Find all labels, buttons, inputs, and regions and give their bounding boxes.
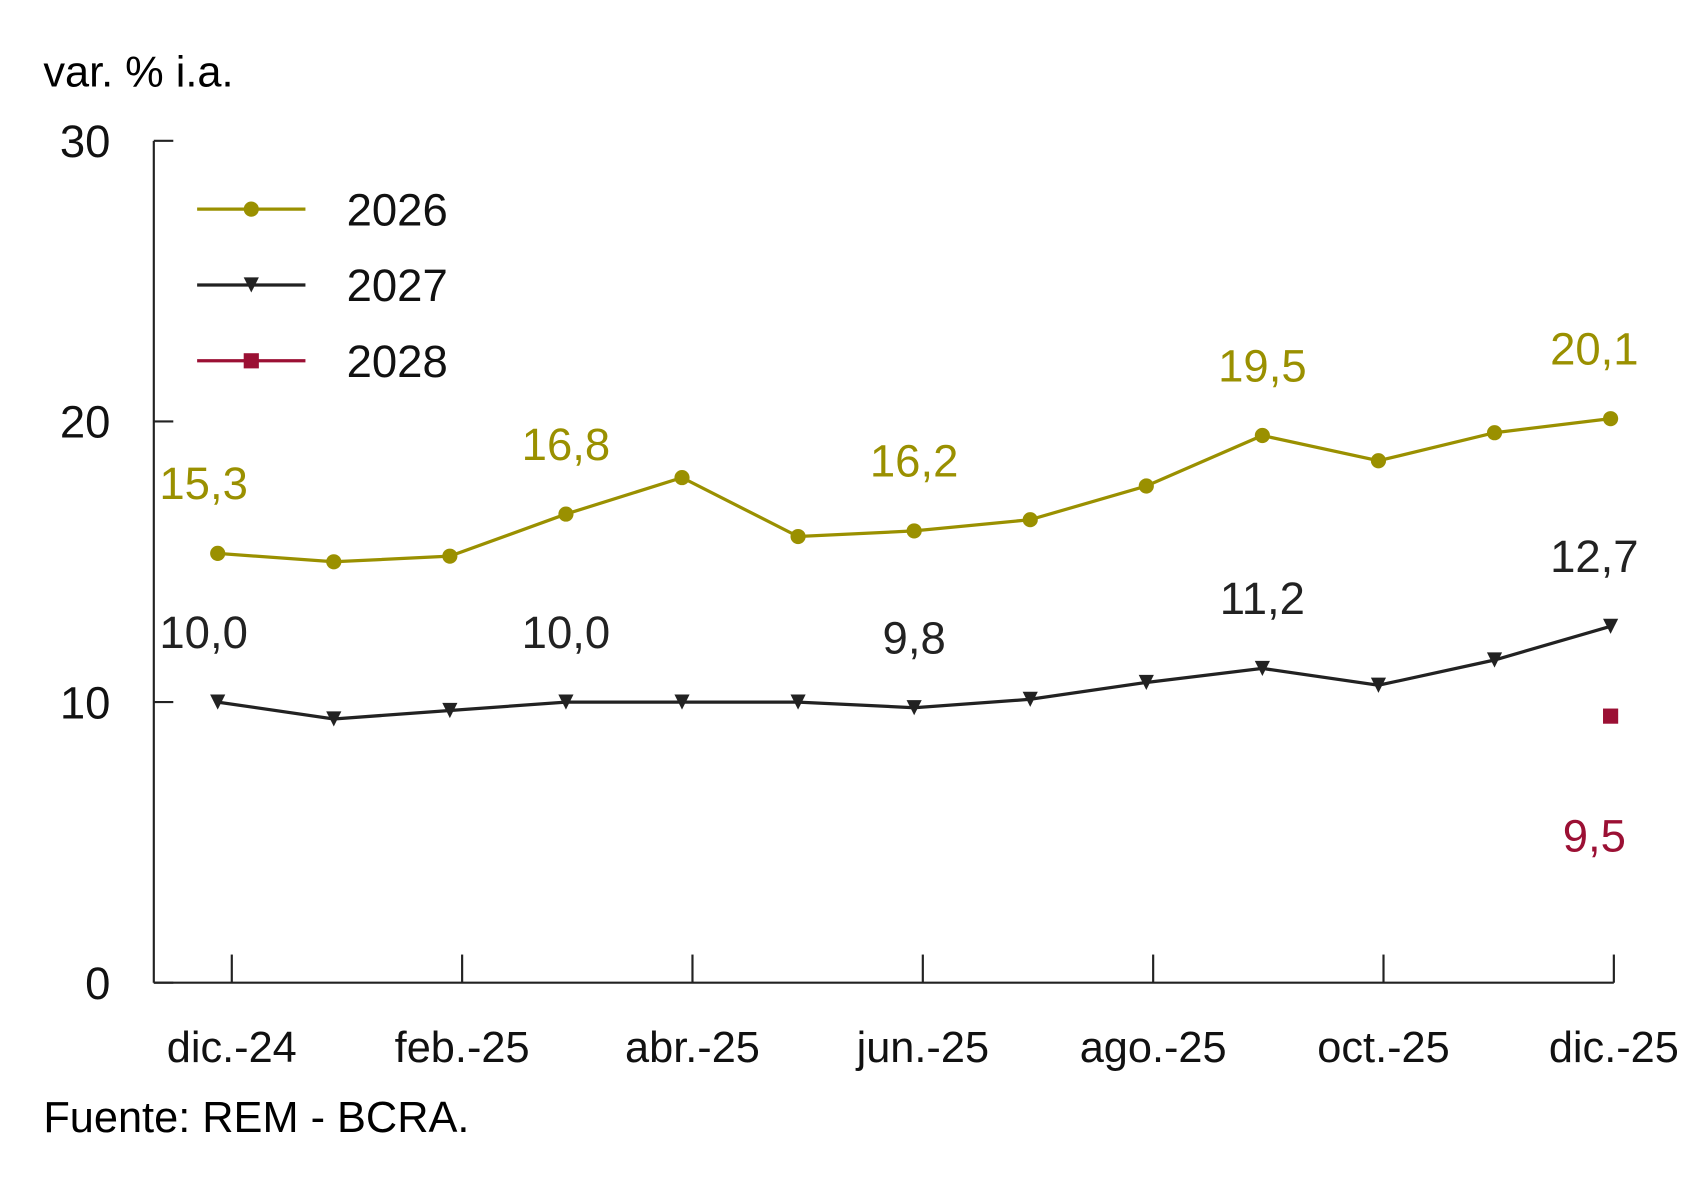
data-point-circle	[1603, 411, 1619, 427]
data-point-circle	[1022, 512, 1038, 528]
data-label: 20,1	[1550, 323, 1639, 374]
data-point-circle	[1486, 425, 1503, 441]
data-point-circle	[674, 470, 690, 486]
x-tick-label: ago.-25	[1080, 1024, 1227, 1072]
x-tick-label: dic.-25	[1549, 1024, 1679, 1072]
data-point-triangle	[210, 694, 226, 710]
data-label: 10,0	[522, 607, 611, 658]
x-tick-label: jun.-25	[855, 1024, 989, 1072]
legend-label: 2026	[347, 184, 448, 235]
series-2026: 15,3 16,8 16,2 19,5 20,1	[159, 323, 1639, 570]
data-label: 16,2	[870, 436, 959, 487]
x-tick-label: abr.-25	[625, 1024, 760, 1072]
data-point-triangle	[1138, 674, 1154, 691]
data-label: 11,2	[1220, 573, 1305, 624]
data-point-triangle	[674, 694, 690, 710]
x-tick-label: dic.-24	[167, 1024, 297, 1072]
data-point-circle	[1138, 478, 1154, 494]
data-label: 9,5	[1563, 811, 1626, 862]
data-point-circle	[1370, 453, 1387, 469]
legend-item-2026: 2026	[197, 184, 448, 235]
data-point-circle	[243, 201, 259, 217]
data-point-square	[1603, 708, 1619, 724]
data-point-triangle	[906, 700, 922, 716]
data-point-triangle	[1254, 660, 1270, 677]
data-point-circle	[790, 528, 806, 545]
data-point-triangle	[442, 702, 458, 719]
data-point-circle	[442, 548, 458, 564]
legend-item-2027: 2027	[197, 260, 448, 311]
data-label: 12,7	[1550, 531, 1639, 582]
data-point-triangle	[1370, 677, 1387, 693]
legend-item-2028: 2028	[197, 336, 448, 387]
data-label: 15,3	[159, 458, 248, 509]
data-point-circle	[1254, 427, 1270, 444]
x-tick-label: feb.-25	[395, 1024, 530, 1072]
y-axis-label: var. % i.a.	[43, 49, 233, 97]
data-point-circle	[906, 523, 922, 539]
data-point-triangle	[558, 694, 574, 710]
y-tick-label: 10	[60, 677, 111, 728]
legend-label: 2027	[347, 260, 448, 311]
data-label: 9,8	[883, 613, 946, 664]
data-label: 19,5	[1218, 340, 1307, 391]
data-point-circle	[326, 554, 342, 570]
source-note: Fuente: REM - BCRA.	[43, 1094, 469, 1142]
data-point-circle	[210, 545, 226, 561]
y-tick-label: 30	[60, 116, 111, 167]
data-point-circle	[558, 506, 574, 522]
data-label: 16,8	[522, 419, 611, 470]
series-2028: 9,5	[1563, 708, 1626, 862]
x-tick-label: oct.-25	[1317, 1024, 1449, 1072]
data-label: 10,0	[159, 607, 248, 658]
y-tick-label: 20	[60, 397, 111, 448]
data-point-square	[243, 353, 259, 369]
data-point-triangle	[1022, 691, 1038, 707]
series-2027: 10,0 10,0 9,8 11,2 12,7	[159, 531, 1639, 727]
data-point-triangle	[243, 277, 259, 293]
data-point-triangle	[1603, 618, 1619, 634]
data-point-triangle	[1486, 652, 1503, 668]
data-point-triangle	[326, 711, 342, 727]
legend-label: 2028	[347, 336, 448, 387]
data-point-triangle	[790, 694, 806, 710]
y-tick-label: 0	[85, 958, 110, 1009]
